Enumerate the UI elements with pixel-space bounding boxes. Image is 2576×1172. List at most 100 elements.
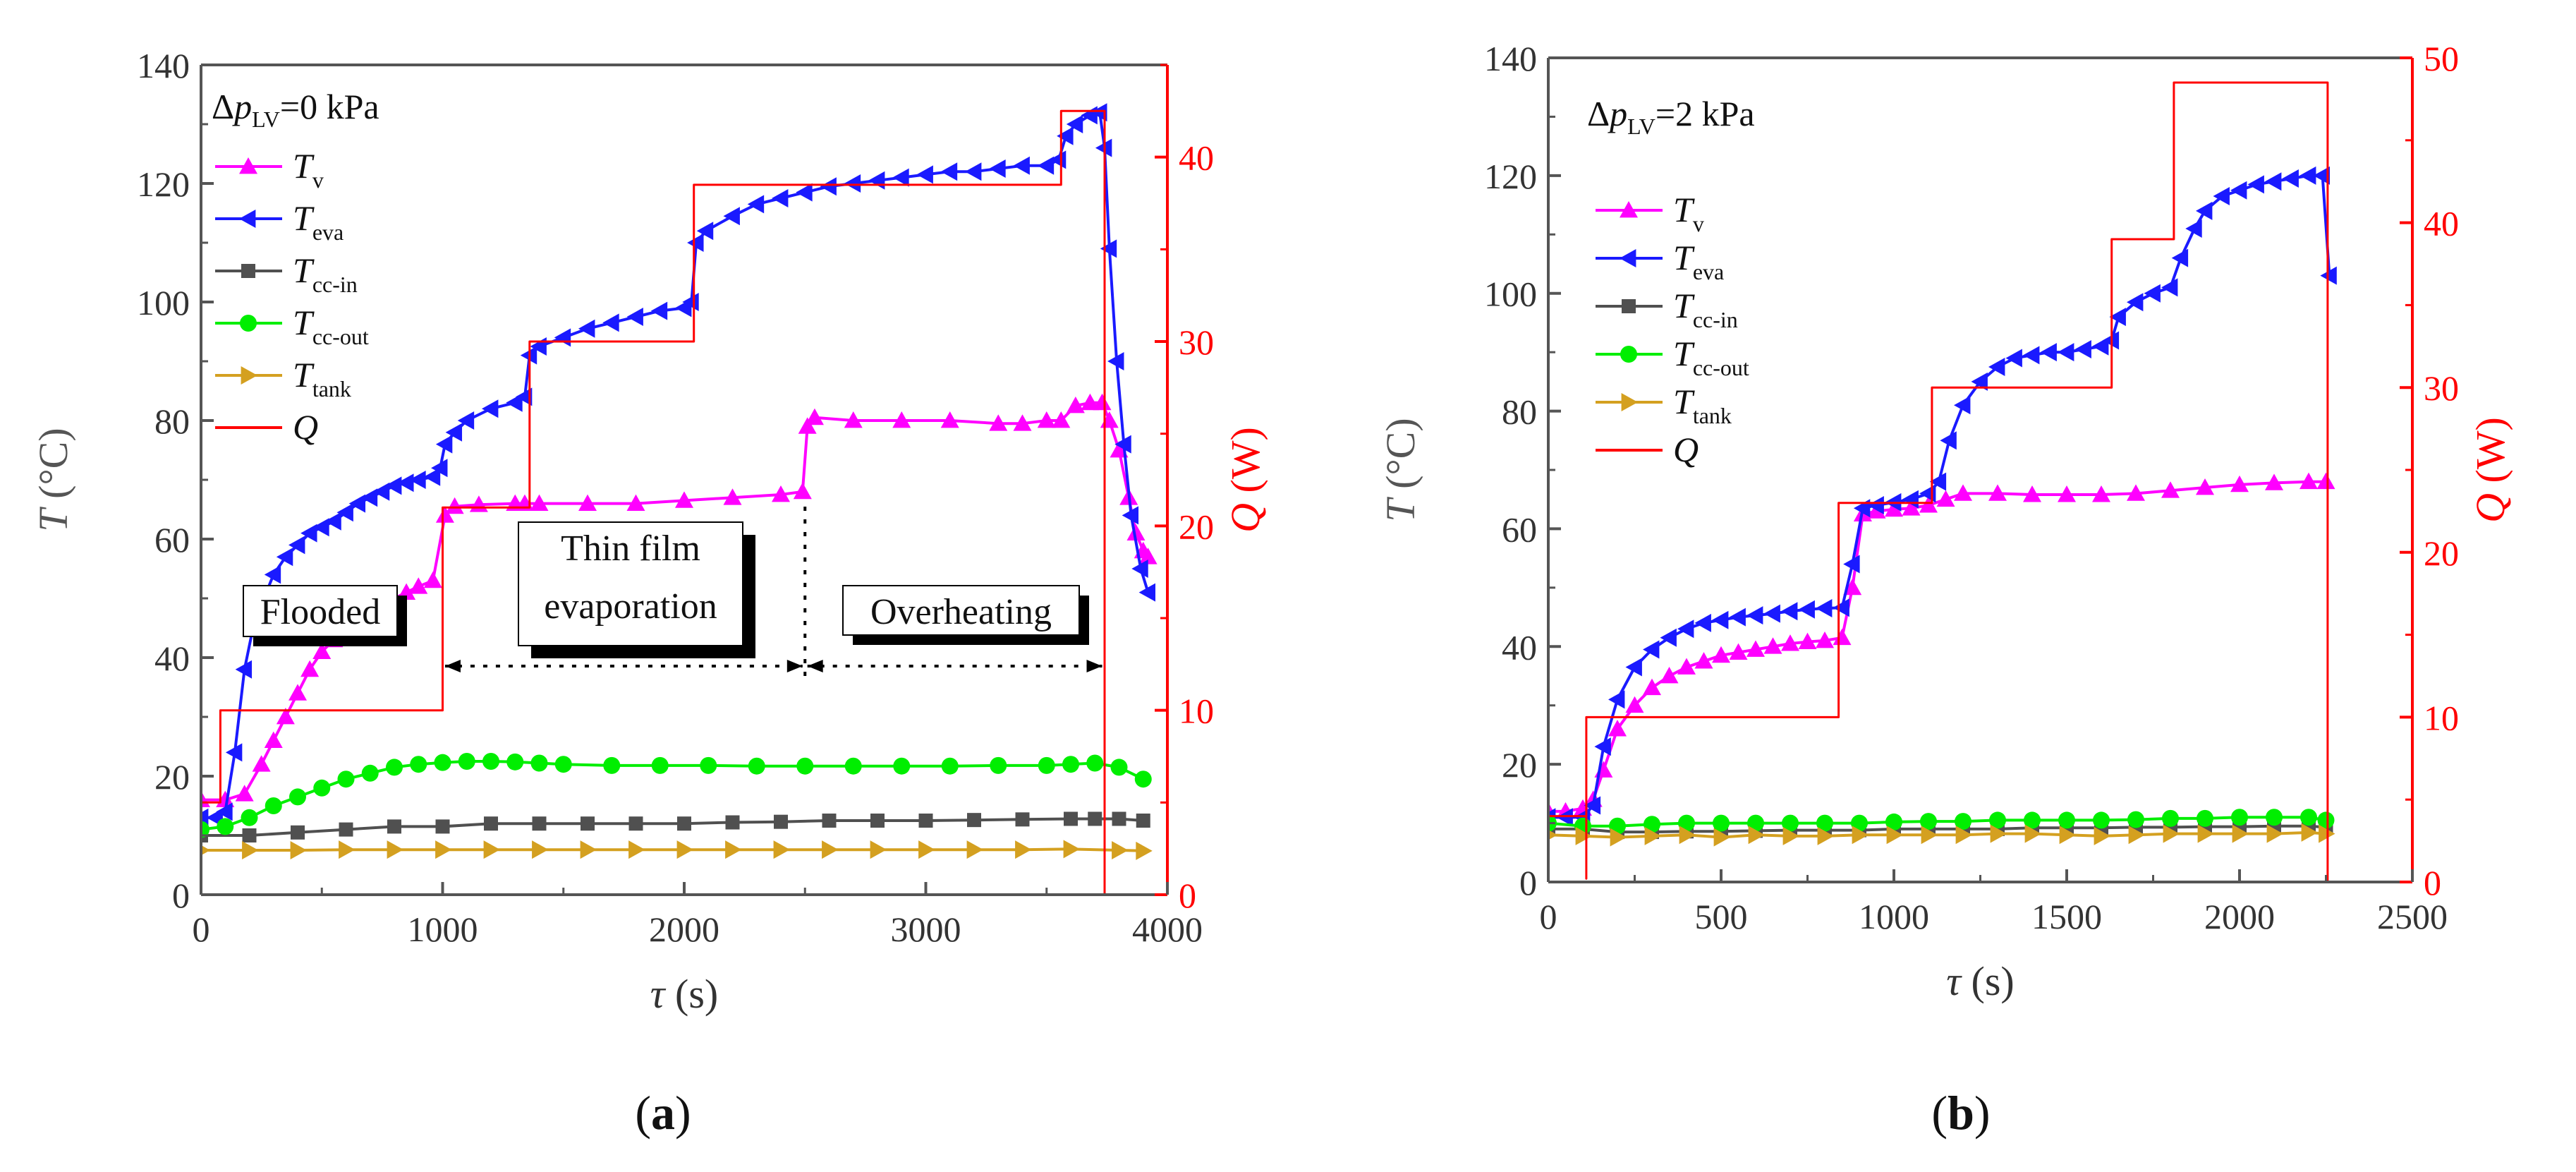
series-tccout-point: [603, 756, 621, 774]
series-teva-point: [844, 174, 861, 193]
series-tccout-point: [2093, 811, 2110, 829]
series-teva-point: [747, 195, 765, 214]
series-teva-point: [288, 536, 305, 555]
series-ttank-point: [1921, 826, 1938, 845]
legend-item-ttank: Ttank: [215, 355, 351, 401]
legend-title-sub: LV: [252, 107, 280, 132]
legend-title-p: p: [1608, 94, 1627, 133]
series-teva-point: [216, 802, 233, 821]
arrowhead: [786, 660, 803, 672]
series-teva-point: [892, 168, 909, 187]
series-tccout-point: [2300, 809, 2317, 826]
series-ttank-point: [1644, 826, 1661, 845]
series-tccin-point: [1015, 812, 1030, 827]
series-tv-point: [578, 494, 597, 511]
series-tv-point: [844, 411, 863, 428]
series-teva-point: [1081, 106, 1098, 125]
x-axis-title: τ (s): [1946, 958, 2014, 1004]
y2-axis-title: Q (W): [1222, 427, 1268, 533]
series-teva-point: [385, 476, 402, 495]
series-tv-point: [300, 660, 320, 677]
y2-tick-label: 50: [2424, 39, 2459, 78]
series-ttank-point: [1782, 826, 1799, 845]
series-tccin-point: [435, 819, 450, 834]
legend-label-symbol: T: [1673, 382, 1695, 421]
series-ttank-point: [725, 840, 742, 859]
series-q-line: [1548, 81, 2329, 882]
series-tccout-point: [1086, 754, 1104, 772]
series-tv-point: [1988, 484, 2007, 501]
series-teva-point: [965, 162, 982, 181]
y2-tick-label: 10: [2424, 698, 2459, 737]
legend-label: Ttank: [1673, 382, 1732, 428]
legend-label-symbol: T: [1673, 238, 1695, 277]
series-tv-point: [1954, 484, 1972, 501]
legend-label-symbol: T: [293, 146, 315, 186]
series-teva-point: [1954, 396, 1971, 415]
series-tv-point: [772, 485, 790, 502]
series-teva-point: [578, 319, 595, 338]
series-teva-point: [1902, 490, 1919, 509]
annotation-thin-film: Thin film evaporation: [518, 521, 755, 658]
x-tick-label: 500: [1695, 897, 1748, 936]
series-teva-point: [2161, 278, 2178, 297]
legend-item-tccin: Tcc-in: [1596, 286, 1738, 332]
series-tccout-point: [1747, 814, 1764, 832]
series-ttank-point: [483, 840, 500, 859]
legend-swatch-marker: [241, 264, 255, 278]
series-tccout-point: [941, 757, 959, 775]
panel-label-close: ): [675, 1086, 691, 1140]
legend-label: Tv: [1673, 190, 1704, 236]
series-teva-point: [1867, 496, 1884, 515]
legend-title: ΔpLV=2 kPa: [1587, 94, 1755, 139]
panel-label-letter: a: [651, 1086, 675, 1140]
series-tccout-point: [410, 756, 427, 773]
legend-label: Q: [1673, 430, 1699, 469]
plot-area: [1548, 81, 2337, 882]
series-teva-point: [723, 207, 740, 226]
y-tick-label: 60: [1502, 509, 1537, 549]
series-tv-point: [723, 488, 742, 505]
legend-label-symbol: Q: [293, 407, 318, 447]
y2-tick-label: 20: [1179, 507, 1214, 546]
legend-swatch-marker: [240, 315, 257, 332]
series-ttank-point: [2128, 826, 2145, 845]
legend-label-symbol: T: [1673, 190, 1695, 229]
series-ttank-point: [242, 841, 259, 859]
series-tv-point: [940, 411, 959, 428]
annotations: Flooded Thin film evaporation Overheating: [243, 507, 1102, 677]
series-tccout-point: [1713, 814, 1730, 832]
series-ttank-point: [2197, 824, 2214, 843]
series-teva-point: [2023, 346, 2040, 365]
series-teva-point: [1556, 808, 1573, 827]
series-teva-point: [1988, 358, 2005, 376]
series-teva-point: [1114, 435, 1131, 454]
series-teva-point: [796, 183, 813, 202]
series-tccin-point: [774, 814, 788, 829]
series-tv-point: [264, 731, 283, 748]
series-tv-point: [409, 577, 428, 594]
annotation-box: [842, 585, 1080, 636]
series-tccout-point: [482, 753, 499, 770]
y2-tick-label: 0: [2424, 863, 2441, 902]
panel-label: (a): [635, 1086, 691, 1140]
series-tv-point: [445, 497, 464, 514]
y-tick-label: 80: [1502, 392, 1537, 432]
series-teva-line: [1548, 174, 2331, 819]
series-tv-point: [2196, 478, 2214, 495]
series-ttank-point: [1575, 826, 1592, 845]
series-ttank-point: [201, 845, 210, 856]
legend-label-symbol: T: [293, 303, 315, 342]
series-teva-point: [1584, 796, 1601, 815]
series-teva-point: [457, 411, 475, 430]
series-tv-point: [1126, 524, 1146, 540]
y2-axis-unit: (W): [1222, 427, 1268, 503]
series-tccout-point: [844, 757, 862, 775]
series-tccout-point: [217, 818, 234, 835]
series-teva-point: [2213, 187, 2230, 206]
series-teva-point: [2230, 181, 2247, 200]
y2-tick-label: 40: [2424, 204, 2459, 243]
series-tccout-point: [1644, 816, 1660, 833]
